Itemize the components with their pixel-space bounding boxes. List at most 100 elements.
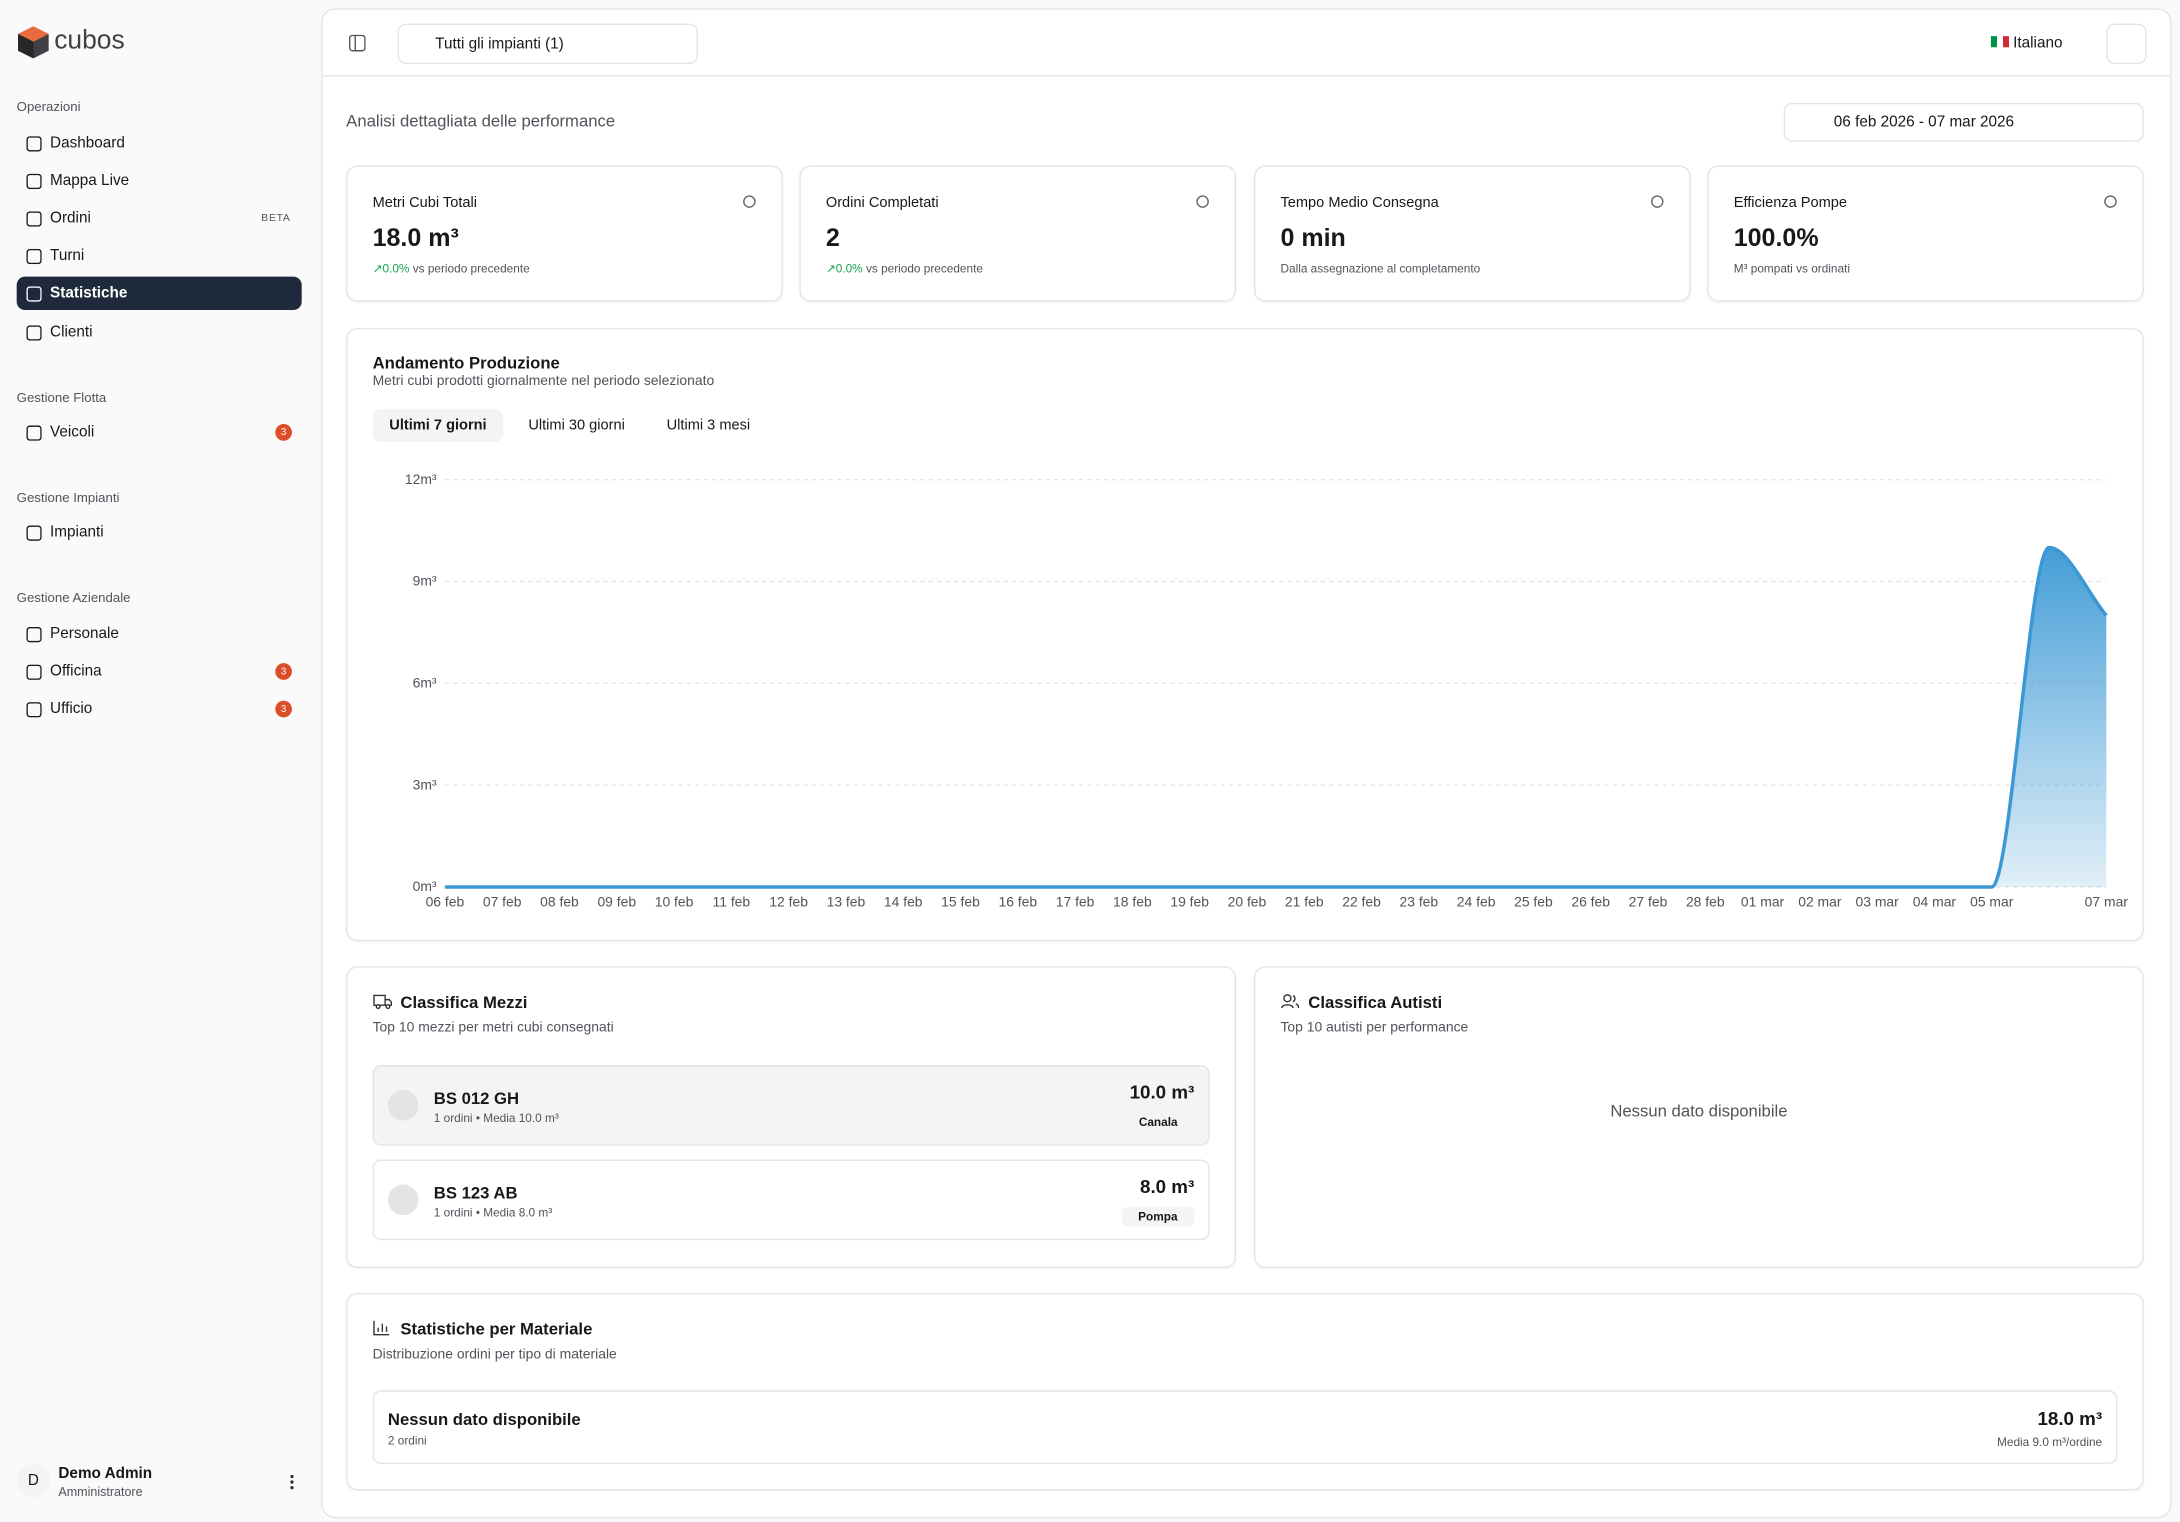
kpi-icon bbox=[743, 195, 756, 208]
nav-label: Turni bbox=[50, 247, 85, 265]
nav-item[interactable]: Ufficio 3 bbox=[17, 692, 302, 725]
nav-icon bbox=[26, 135, 42, 151]
logo-icon bbox=[18, 26, 49, 59]
materials-title: Statistiche per Materiale bbox=[400, 1319, 593, 1339]
nav-label: Impianti bbox=[50, 524, 104, 541]
nav-section: Operazioni bbox=[16, 100, 81, 116]
x-tick-label: 07 feb bbox=[483, 893, 522, 909]
users-icon bbox=[1281, 994, 1300, 1009]
kpi-card: Ordini Completati 2 ↗0.0% vs periodo prece… bbox=[799, 165, 1236, 302]
range-tab[interactable]: Ultimi 30 giorni bbox=[528, 417, 625, 434]
nav-label: Statistiche bbox=[50, 285, 128, 302]
kpi-note: Dalla assegnazione al completamento bbox=[1280, 261, 1480, 275]
kpi-note-text: vs periodo precedente bbox=[412, 261, 530, 276]
nav-item[interactable]: Personale bbox=[17, 617, 302, 650]
nav-icon bbox=[26, 663, 42, 680]
x-tick-label: 24 feb bbox=[1457, 893, 1496, 909]
kpi-value: 18.0 m³ bbox=[372, 223, 459, 252]
x-tick-label: 05 mar bbox=[1970, 893, 2014, 909]
x-tick-label: 12 feb bbox=[769, 893, 808, 909]
nav-item[interactable]: Veicoli 3 bbox=[17, 416, 302, 449]
material-row: Nessun dato disponibile 2 ordini 18.0 m³ Me… bbox=[372, 1390, 2118, 1464]
range-tab[interactable]: Ultimi 7 giorni bbox=[372, 408, 504, 443]
y-tick-label: 9m³ bbox=[413, 573, 437, 589]
material-volume: 18.0 m³ bbox=[2037, 1408, 2103, 1430]
kpi-icon bbox=[1196, 195, 1209, 208]
kpi-note-text: Dalla assegnazione al completamento bbox=[1280, 261, 1481, 276]
nav-item[interactable]: Clienti bbox=[17, 316, 302, 349]
x-tick-label: 22 feb bbox=[1342, 893, 1381, 909]
plant-selector[interactable]: Tutti gli impianti (1) bbox=[397, 23, 698, 64]
drivers-subtitle: Top 10 autisti per performance bbox=[1280, 1020, 1469, 1036]
x-tick-label: 11 feb bbox=[713, 893, 751, 909]
vehicles-card: Classifica Mezzi Top 10 mezzi per metri … bbox=[346, 966, 1236, 1268]
x-tick-label: 10 feb bbox=[655, 893, 694, 909]
x-tick-label: 21 feb bbox=[1285, 893, 1324, 909]
language-label: Italiano bbox=[2013, 34, 2063, 52]
x-tick-label: 18 feb bbox=[1113, 893, 1152, 909]
nav-icon bbox=[26, 701, 42, 717]
vehicle-row[interactable]: BS 012 GH 1 ordini • Media 10.0 m³ 10.0 m³… bbox=[372, 1064, 1210, 1146]
y-tick-label: 12m³ bbox=[405, 471, 437, 487]
nav-label: Ufficio bbox=[50, 700, 93, 718]
nav-badge: 3 bbox=[275, 663, 292, 680]
nav-badge: 3 bbox=[275, 700, 292, 718]
nav-item[interactable]: Turni bbox=[17, 239, 302, 272]
nav-label: Veicoli bbox=[50, 424, 95, 441]
kpi-note: ↗0.0% vs periodo precedente bbox=[826, 261, 983, 276]
chart: 0m³ 3m³ 6m³ 9m³ 12m³ 06 feb 07 feb 08 feb 09 feb… bbox=[405, 471, 2129, 910]
x-tick-label: 25 feb bbox=[1514, 893, 1553, 909]
nav-icon bbox=[26, 210, 42, 226]
nav-label: Ordini bbox=[50, 209, 91, 227]
date-range[interactable]: 06 feb 2026 - 07 mar 2026 bbox=[1783, 102, 2144, 142]
materials-subtitle: Distribuzione ordini per tipo di materia… bbox=[372, 1347, 617, 1363]
date-range-label: 06 feb 2026 - 07 mar 2026 bbox=[1833, 114, 2015, 131]
nav-icon bbox=[26, 524, 42, 541]
nav-badge: 3 bbox=[275, 424, 292, 441]
material-name: Nessun dato disponibile bbox=[387, 1409, 581, 1430]
truck-icon bbox=[373, 994, 393, 1010]
language-selector[interactable]: Italiano bbox=[1990, 34, 2063, 52]
y-tick-label: 3m³ bbox=[413, 776, 437, 792]
range-tab[interactable]: Ultimi 3 mesi bbox=[666, 417, 751, 434]
nav-label: Mappa Live bbox=[50, 172, 130, 190]
page-subtitle: Analisi dettagliata delle performance bbox=[346, 111, 616, 131]
user-role: Amministratore bbox=[58, 1484, 143, 1499]
nav-item[interactable]: Impianti bbox=[17, 516, 302, 549]
kpi-card: Tempo Medio Consegna 0 min Dalla assegnazi… bbox=[1254, 165, 1691, 302]
avatar: D bbox=[16, 1463, 51, 1498]
plant-selector-label: Tutti gli impianti (1) bbox=[435, 35, 564, 53]
vehicle-plate: BS 012 GH bbox=[433, 1088, 520, 1109]
x-tick-label: 06 feb bbox=[426, 893, 465, 909]
nav-icon bbox=[26, 626, 42, 642]
y-tick-label: 6m³ bbox=[413, 675, 437, 691]
kpi-note-text: M³ pompati vs ordinati bbox=[1733, 261, 1850, 276]
kpi-value: 100.0% bbox=[1733, 223, 1819, 252]
nav-item[interactable]: Dashboard bbox=[17, 127, 302, 160]
chart-card: Andamento Produzione Metri cubi prodotti… bbox=[346, 328, 2144, 942]
kpi-note-text: vs periodo precedente bbox=[865, 261, 983, 276]
nav-item[interactable]: Officina 3 bbox=[17, 655, 302, 688]
kpi-value: 0 min bbox=[1280, 223, 1346, 252]
theme-toggle[interactable] bbox=[2106, 23, 2147, 64]
nav-icon bbox=[26, 248, 42, 264]
x-tick-label: 07 mar bbox=[2085, 893, 2129, 909]
nav-item[interactable]: Ordini BETA bbox=[17, 202, 302, 235]
tabs: Ultimi 7 giorni Ultimi 30 giorni Ultimi 3 … bbox=[372, 408, 767, 443]
sidebar-toggle[interactable] bbox=[348, 34, 366, 52]
x-tick-label: 09 feb bbox=[597, 893, 636, 909]
user-menu[interactable] bbox=[285, 1474, 299, 1491]
nav-badge: BETA bbox=[261, 211, 291, 224]
vehicle-row[interactable]: BS 123 AB 1 ordini • Media 8.0 m³ 8.0 m³ Po… bbox=[372, 1159, 1210, 1241]
x-tick-label: 23 feb bbox=[1400, 893, 1439, 909]
material-orders: 2 ordini bbox=[387, 1433, 427, 1448]
kpi-title: Metri Cubi Totali bbox=[372, 194, 478, 212]
nav-item[interactable]: Mappa Live bbox=[17, 164, 302, 197]
nav-item[interactable]: Statistiche bbox=[16, 276, 302, 311]
x-tick-label: 03 mar bbox=[1856, 893, 1900, 909]
chart-title: Andamento Produzione bbox=[372, 353, 560, 373]
user-name: Demo Admin bbox=[58, 1465, 153, 1483]
kpi-change: ↗0.0% bbox=[825, 261, 863, 276]
kpi-title: Tempo Medio Consegna bbox=[1280, 194, 1439, 212]
